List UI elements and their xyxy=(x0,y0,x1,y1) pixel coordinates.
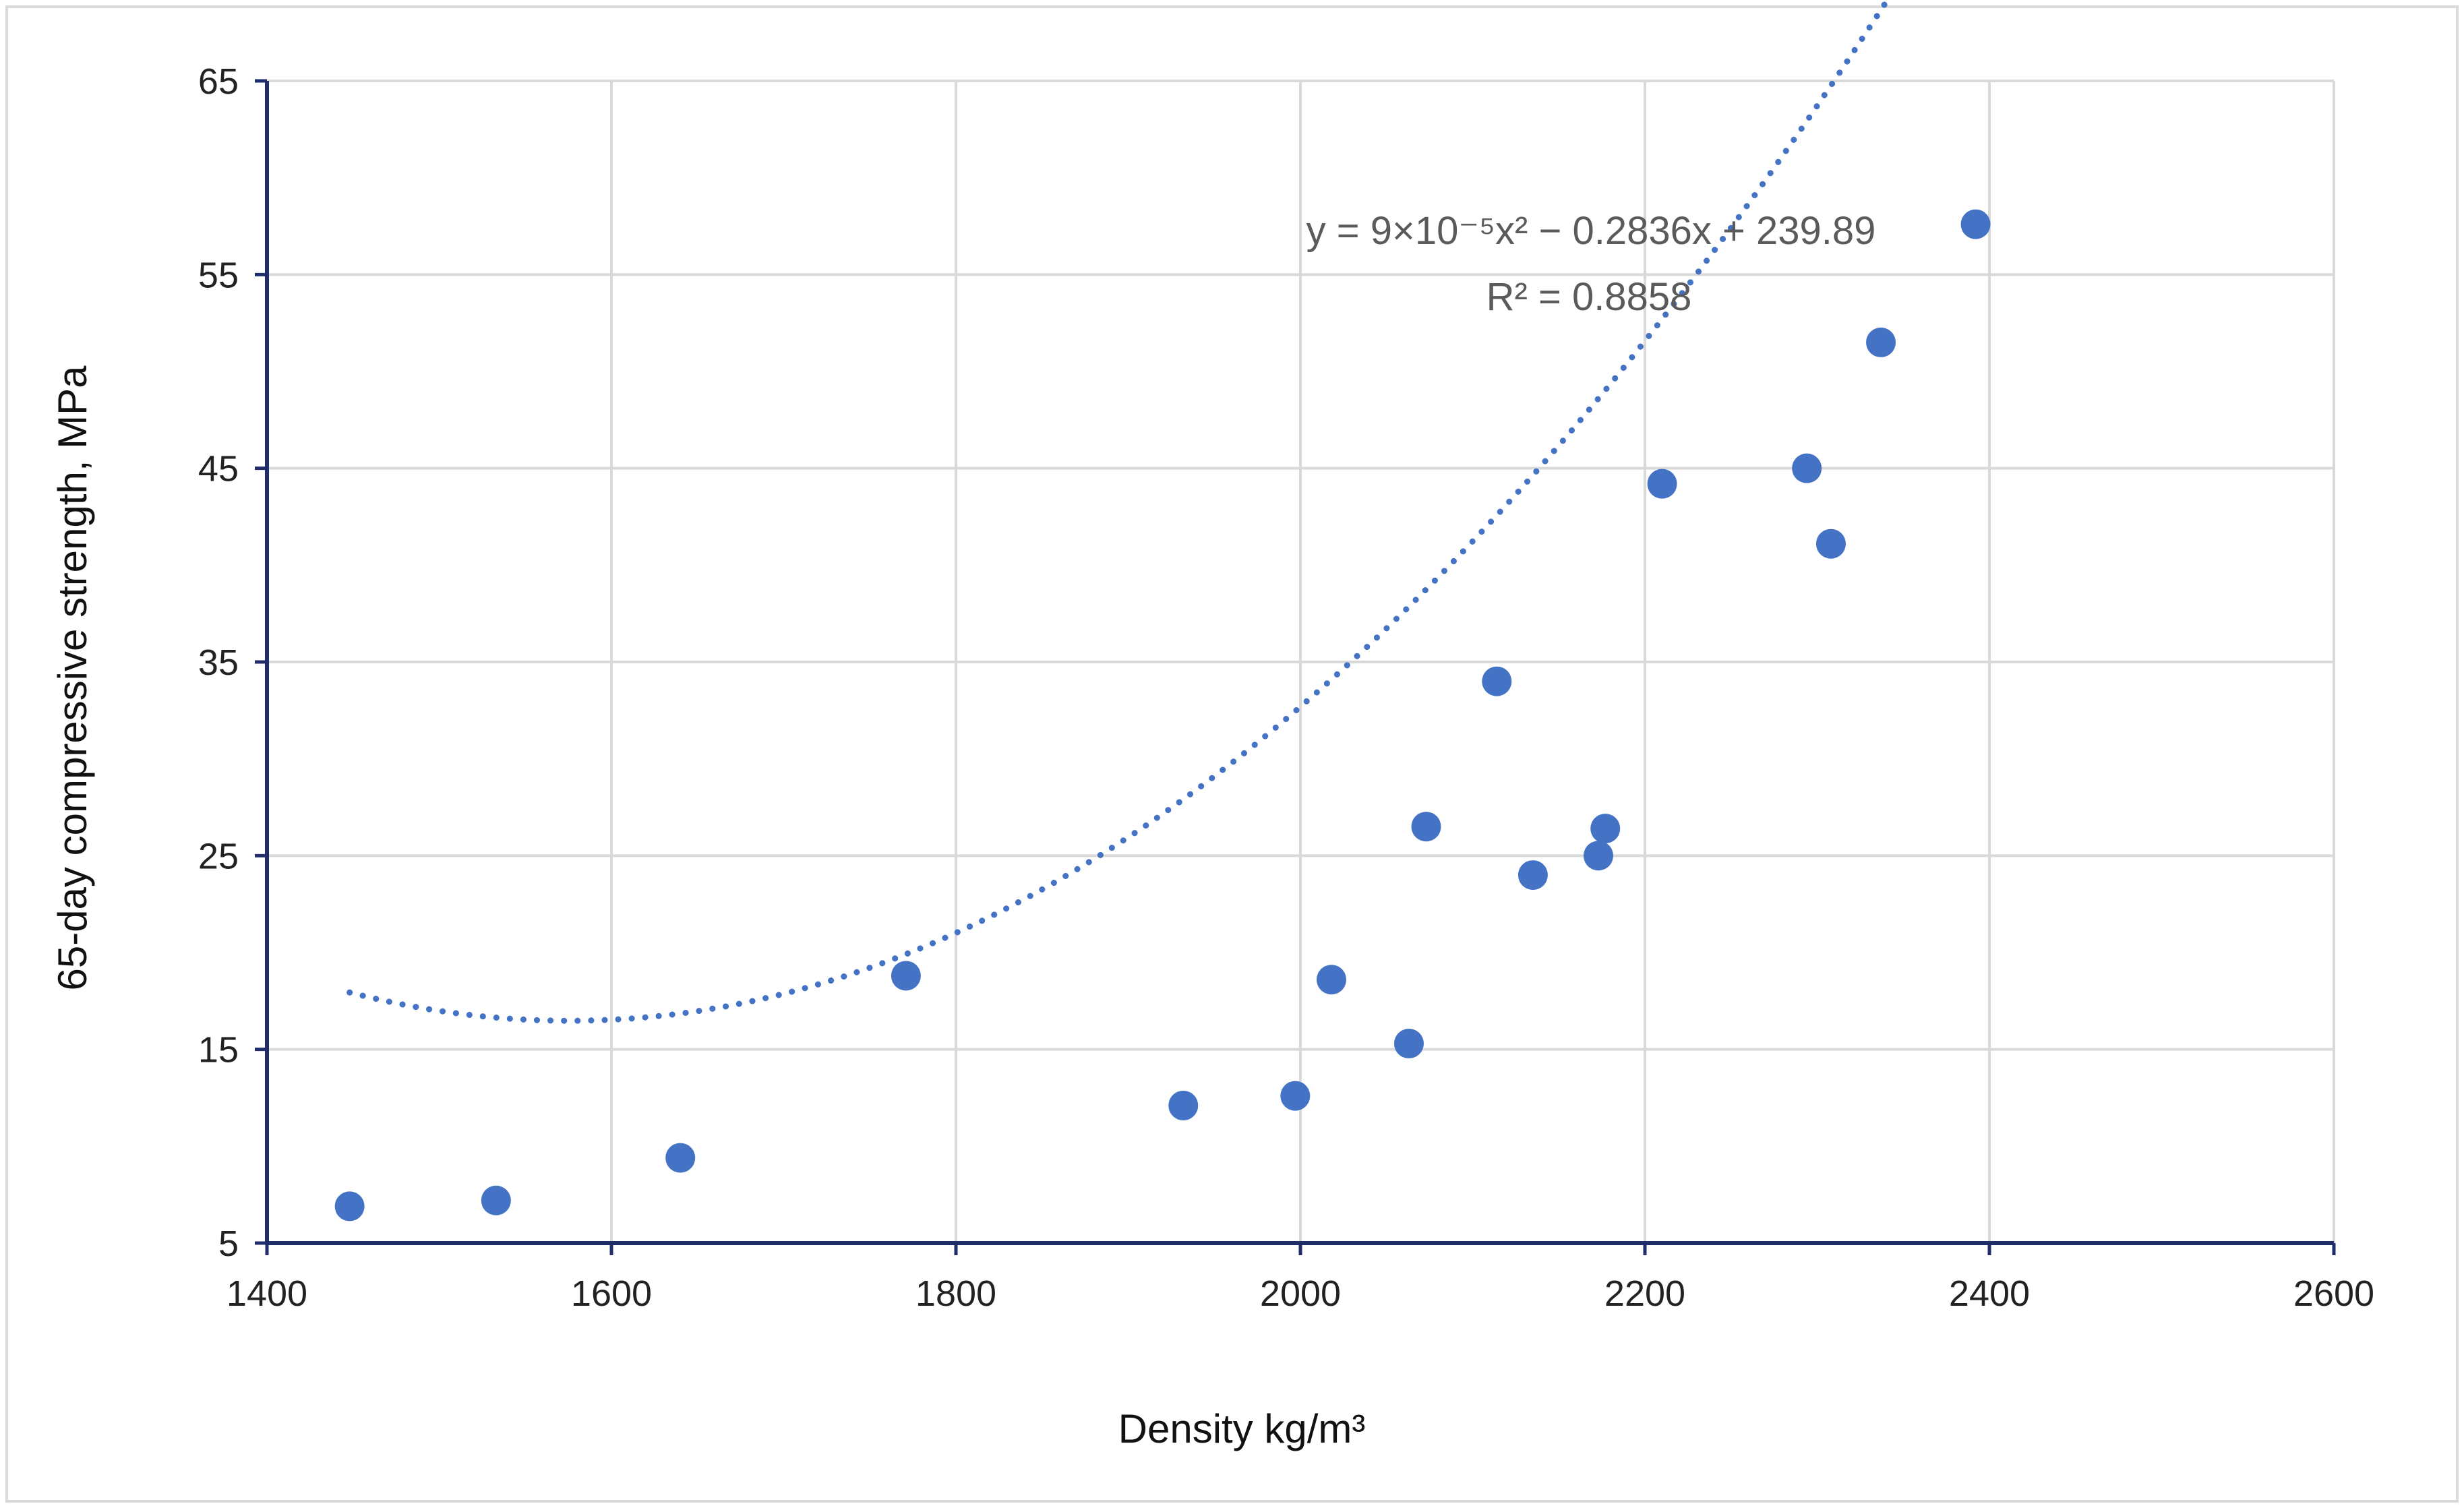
data-point xyxy=(481,1185,511,1215)
data-point xyxy=(1393,1029,1424,1059)
x-tick-label: 2600 xyxy=(2293,1273,2374,1314)
trendline-equation: y = 9×10⁻⁵x² − 0.2836x + 239.89 xyxy=(1306,209,1876,253)
chart-frame xyxy=(5,5,2459,1503)
y-tick-label: 55 xyxy=(198,255,239,295)
data-point xyxy=(1316,965,1346,995)
data-point xyxy=(1584,841,1614,871)
data-point xyxy=(1168,1090,1199,1120)
y-tick-label: 5 xyxy=(218,1224,239,1264)
x-tick-label: 2400 xyxy=(1949,1273,2030,1314)
x-axis-title: Density kg/m³ xyxy=(1118,1406,1366,1451)
x-tick-label: 2000 xyxy=(1260,1273,1341,1314)
y-tick-label: 25 xyxy=(198,836,239,876)
data-point xyxy=(1815,529,1846,559)
x-tick-label: 1600 xyxy=(571,1273,652,1314)
data-point xyxy=(1960,209,1991,239)
x-tick-label: 1400 xyxy=(227,1273,307,1314)
y-tick-label: 65 xyxy=(198,61,239,102)
data-point xyxy=(1280,1081,1311,1111)
tick-layer: 1400 1600 1800 2000 2200 2400 2600 5 15 25 35 45 55 6… xyxy=(198,61,2374,1314)
data-point xyxy=(665,1143,696,1173)
data-point xyxy=(891,961,921,991)
y-tick-label: 45 xyxy=(198,449,239,489)
data-point xyxy=(1482,666,1512,696)
x-tick-label: 1800 xyxy=(915,1273,996,1314)
y-axis-title: 65-day compressive strength, MPa xyxy=(50,365,95,991)
data-point xyxy=(1518,860,1548,891)
trendline-r2: R² = 0.8858 xyxy=(1486,275,1692,319)
grid-layer xyxy=(267,80,2335,1243)
points-layer xyxy=(334,209,1991,1222)
y-tick-label: 15 xyxy=(198,1030,239,1070)
data-point xyxy=(334,1191,365,1222)
data-point xyxy=(1792,453,1822,483)
x-tick-label: 2200 xyxy=(1604,1273,1685,1314)
trendline xyxy=(347,0,1892,1024)
data-point xyxy=(1647,469,1677,499)
data-point xyxy=(1866,327,1896,357)
data-point xyxy=(1590,814,1621,844)
y-tick-label: 35 xyxy=(198,642,239,683)
data-point xyxy=(1411,812,1441,842)
